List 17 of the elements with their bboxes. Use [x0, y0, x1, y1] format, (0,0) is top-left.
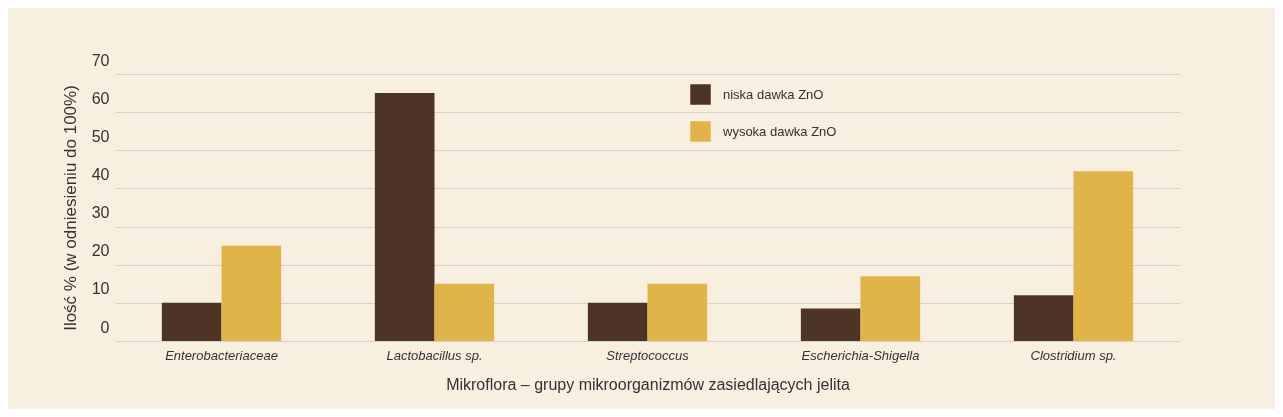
x-tick-label: Lactobacillus sp. [386, 347, 483, 363]
legend-label: niska dawka ZnO [723, 86, 824, 102]
legend-label: wysoka dawka ZnO [722, 123, 837, 139]
y-axis-title: Ilość % (w odniesieniu do 100%) [60, 85, 80, 331]
y-tick-label: 20 [91, 242, 110, 260]
y-tick-label: 0 [100, 318, 110, 336]
x-tick-label: Enterobacteriaceae [165, 347, 278, 363]
y-tick-label: 30 [91, 204, 110, 222]
y-tick-label: 40 [91, 165, 110, 183]
x-tick-label: Escherichia-Shigella [801, 347, 920, 363]
x-tick-label: Clostridium sp. [1030, 347, 1117, 363]
y-tick-label: 10 [91, 280, 110, 298]
y-tick-label: 60 [91, 89, 110, 107]
x-axis-title: Mikroflora – grupy mikroorganizmów zasiedlających jelita [446, 375, 850, 393]
x-tick-label: Streptococcus [606, 347, 690, 363]
y-tick-label: 50 [91, 127, 110, 145]
y-tick-label: 70 [91, 51, 110, 69]
